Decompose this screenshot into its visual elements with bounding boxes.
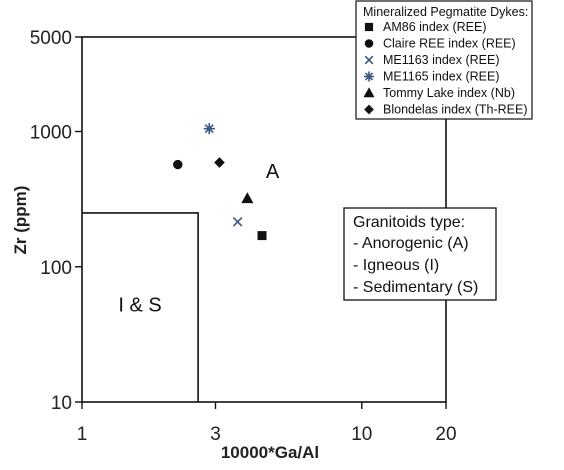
legend-symbol-square xyxy=(364,22,374,32)
y-axis-title: Zr (ppm) xyxy=(11,186,30,255)
granitoid-line-igneous: - Igneous (I) xyxy=(353,257,439,274)
asterisk-marker-stroke xyxy=(364,72,374,81)
legend-entry-label: Tommy Lake index (Nb) xyxy=(383,86,515,100)
x-marker-stroke xyxy=(232,217,243,227)
granitoid-box-frame xyxy=(343,207,497,301)
granitoid-line-anorogenic: - Anorogenic (A) xyxy=(353,235,469,252)
legend-symbol-circle xyxy=(364,39,374,48)
data-point-square xyxy=(257,231,267,241)
legend-entry-label: ME1165 index (REE) xyxy=(383,70,500,84)
data-point-triangle xyxy=(241,192,254,204)
data-point-circle xyxy=(173,159,183,170)
circle-marker-shape xyxy=(364,39,374,48)
legend-symbol-triangle xyxy=(363,87,375,98)
square-marker-shape xyxy=(364,22,374,32)
legend-entry-label: Blondelas index (Th-REE) xyxy=(383,103,528,117)
data-point-asterisk xyxy=(203,123,215,135)
diamond-marker-shape xyxy=(214,157,225,168)
legend-title: Mineralized Pegmatite Dykes: xyxy=(363,5,528,19)
y-tick-label: 10 xyxy=(51,393,72,414)
y-tick-label: 5000 xyxy=(30,28,72,49)
granitoid-line-sedimentary: - Sedimentary (S) xyxy=(353,279,478,296)
legend-symbol-diamond xyxy=(364,104,374,115)
x-axis-title: 10000*Ga/Al xyxy=(221,443,319,462)
region-boundary-i-s xyxy=(82,212,199,402)
granitoid-box-title: Granitoids type: xyxy=(353,214,465,231)
legend-symbol-x xyxy=(364,55,374,65)
y-tick-label: 1000 xyxy=(30,123,72,144)
triangle-marker-shape xyxy=(241,192,254,204)
legend-frame xyxy=(355,0,533,120)
x-marker-stroke xyxy=(364,55,374,65)
asterisk-marker-stroke xyxy=(204,124,214,134)
x-tick-label: 1 xyxy=(77,424,88,445)
legend-symbol-asterisk xyxy=(363,71,375,82)
x-tick-label: 3 xyxy=(210,424,221,445)
data-point-x xyxy=(232,217,243,227)
region-label-i-s: I & S xyxy=(118,294,161,316)
square-marker-shape xyxy=(257,231,267,241)
y-tick-label: 100 xyxy=(40,258,72,279)
x-tick-label: 20 xyxy=(435,424,456,445)
region-label-a: A xyxy=(266,161,280,183)
diamond-marker-shape xyxy=(364,104,374,115)
legend-entry-label: Claire REE index (REE) xyxy=(383,37,516,51)
legend-entry-label: ME1163 index (REE) xyxy=(383,53,500,67)
x-tick-label: 10 xyxy=(351,424,372,445)
data-point-diamond xyxy=(214,157,225,168)
granitoid-type-box: Granitoids type: - Anorogenic (A) - Igne… xyxy=(343,207,497,301)
legend: Mineralized Pegmatite Dykes: AM86 index … xyxy=(355,0,533,120)
legend-entry-label: AM86 index (REE) xyxy=(383,20,487,34)
triangle-marker-shape xyxy=(363,87,375,98)
circle-marker-shape xyxy=(173,159,183,170)
